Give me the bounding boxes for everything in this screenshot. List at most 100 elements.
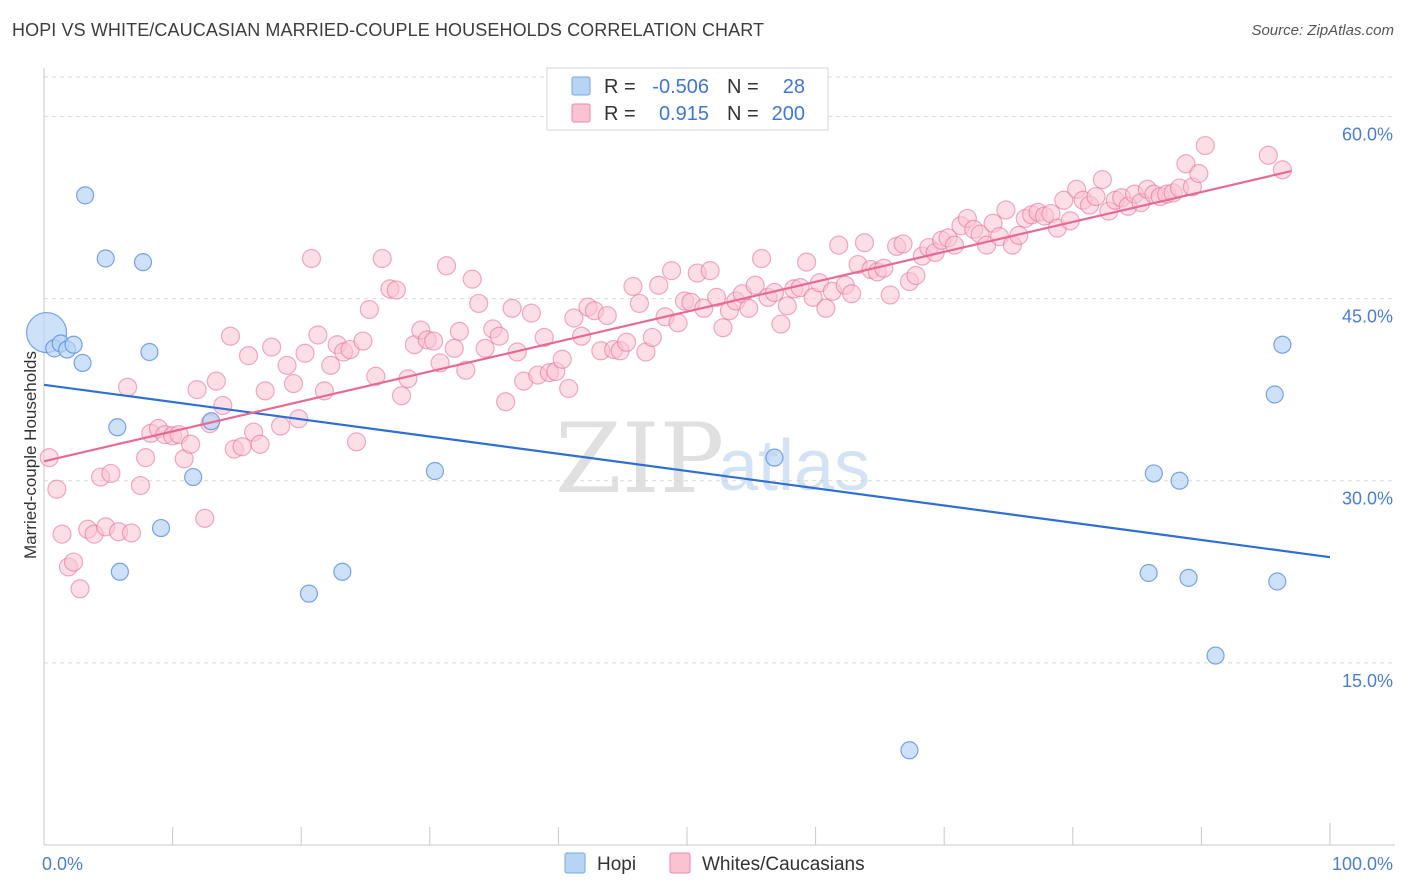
x-tick-label-min: 0.0%: [42, 854, 83, 874]
data-point-whites: [187, 380, 207, 400]
watermark-zip: ZIP: [555, 403, 724, 515]
data-point-whites: [771, 314, 791, 334]
data-point-hopi: [1273, 335, 1292, 354]
y-tick-label: 45.0%: [1342, 307, 1393, 327]
data-point-whites: [1054, 190, 1074, 210]
data-point-whites: [629, 293, 650, 314]
data-point-whites: [1176, 154, 1196, 174]
watermark: ZIP atlas: [555, 403, 870, 515]
data-point-whites: [745, 275, 765, 295]
data-point-whites: [502, 298, 522, 318]
data-point-whites: [232, 437, 252, 457]
data-point-whites: [880, 285, 900, 305]
data-point-whites: [386, 280, 406, 300]
x-tick-label-max: 100.0%: [1332, 854, 1393, 874]
data-point-whites: [713, 318, 733, 338]
legend-r-label-whites: R =: [604, 103, 636, 125]
data-point-hopi: [1144, 464, 1163, 483]
data-point-whites: [372, 248, 392, 269]
data-point-whites: [462, 269, 482, 289]
data-point-whites: [1092, 169, 1112, 190]
data-point-hopi: [299, 584, 319, 603]
data-point-hopi: [76, 186, 95, 205]
data-point-whites: [121, 523, 142, 543]
data-point-whites: [359, 299, 379, 320]
data-point-hopi: [1206, 646, 1225, 665]
data-point-whites: [353, 331, 373, 351]
data-point-whites: [436, 256, 457, 276]
data-point-whites: [854, 233, 875, 253]
data-point-whites: [130, 475, 151, 496]
legend-n-value-hopi: 28: [783, 76, 805, 98]
data-point-whites: [668, 313, 688, 333]
data-point-whites: [295, 343, 315, 363]
data-point-whites: [1086, 186, 1106, 207]
y-tick-label: 15.0%: [1342, 671, 1393, 691]
data-point-whites: [816, 298, 836, 318]
chart-title: HOPI VS WHITE/CAUCASIAN MARRIED-COUPLE H…: [12, 20, 765, 40]
data-point-hopi: [333, 562, 352, 581]
data-point-whites: [1258, 145, 1278, 165]
data-point-whites: [475, 338, 495, 358]
data-point-hopi: [108, 418, 127, 437]
data-point-whites: [616, 332, 637, 352]
bottom-legend-swatch-whites: [669, 852, 691, 874]
trend-line-hopi: [43, 383, 1331, 559]
data-point-whites: [117, 377, 138, 397]
legend-n-value-whites: 200: [772, 103, 805, 125]
data-point-whites: [706, 287, 727, 307]
data-point-whites: [301, 248, 322, 269]
data-point-whites: [135, 448, 156, 468]
bottom-legend-label-whites: Whites/Caucasians: [702, 854, 865, 875]
data-point-hopi: [1179, 568, 1198, 587]
data-point-whites: [496, 392, 516, 412]
series-whites-caucasians: [39, 135, 1293, 599]
bottom-legend-swatch-hopi: [564, 852, 586, 874]
data-point-whites: [206, 371, 226, 391]
data-point-whites: [751, 248, 772, 269]
data-point-hopi: [900, 741, 919, 760]
data-point-whites: [250, 434, 270, 454]
data-point-whites: [346, 432, 367, 452]
data-point-hopi: [140, 342, 159, 362]
data-point-whites: [424, 331, 444, 351]
data-point-whites: [1272, 160, 1293, 180]
data-point-whites: [469, 293, 489, 314]
data-point-hopi: [96, 249, 115, 268]
data-point-whites: [489, 326, 509, 346]
data-point-whites: [321, 355, 341, 375]
y-tick-label: 60.0%: [1342, 124, 1393, 144]
data-point-whites: [366, 366, 386, 386]
y-tick-labels: 15.0% 30.0% 45.0% 60.0%: [1342, 124, 1393, 690]
data-point-whites: [238, 346, 259, 366]
data-point-hopi: [1170, 471, 1189, 490]
data-point-whites: [47, 479, 67, 499]
data-point-whites: [444, 338, 464, 358]
data-point-whites: [456, 360, 476, 380]
data-point-whites: [52, 524, 72, 544]
data-point-whites: [271, 416, 291, 436]
data-point-whites: [195, 508, 215, 528]
data-point-whites: [597, 305, 617, 326]
data-point-whites: [623, 276, 643, 297]
y-axis-title: Married-couple Households: [21, 351, 40, 559]
data-point-hopi: [1139, 563, 1158, 583]
data-point-hopi: [765, 448, 784, 467]
data-point-hopi: [184, 467, 203, 487]
legend-r-value-hopi: -0.506: [652, 76, 709, 98]
data-point-whites: [893, 234, 913, 254]
data-point-whites: [649, 275, 669, 295]
data-point-whites: [700, 261, 720, 281]
data-point-whites: [552, 349, 572, 369]
data-point-hopi: [1268, 572, 1287, 591]
data-point-whites: [1189, 163, 1209, 184]
data-point-whites: [308, 325, 328, 345]
x-tick-labels: 0.0% 100.0%: [42, 854, 1393, 874]
data-point-whites: [829, 235, 849, 255]
data-point-whites: [796, 252, 817, 272]
data-point-whites: [101, 463, 121, 484]
data-point-whites: [564, 308, 584, 328]
watermark-atlas: atlas: [718, 426, 870, 506]
data-point-whites: [63, 552, 84, 572]
